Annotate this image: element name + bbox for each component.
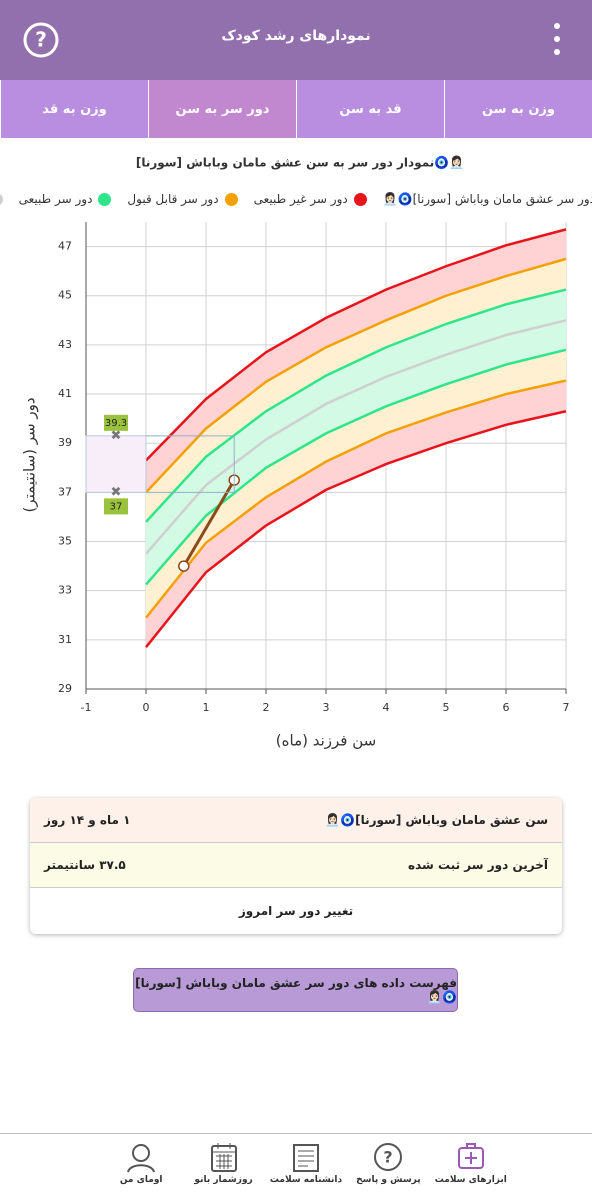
bottom-nav: ابزارهای سلامت? پرسش و پاسخ دانشنامه سلامت…	[0, 1133, 592, 1200]
range-marker: ✖	[111, 428, 122, 443]
range-marker: ✖	[111, 485, 122, 500]
x-tick-label: 0	[143, 701, 150, 714]
y-tick-label: 41	[58, 387, 72, 400]
range-box	[85, 435, 147, 493]
y-tick-label: 29	[58, 682, 72, 695]
band-line	[145, 379, 567, 619]
band-line	[145, 410, 567, 648]
x-tick-label: 7	[563, 701, 570, 714]
marker-label-bg	[104, 414, 128, 431]
nav-label: پرسش و پاسخ	[356, 1175, 421, 1185]
app-title: نمودارهای رشد کودک	[221, 28, 371, 44]
y-tick-label: 47	[58, 240, 72, 253]
child-line	[182, 479, 236, 567]
menu-icon[interactable]	[552, 20, 562, 60]
y-tick-label: 33	[58, 584, 72, 597]
nav-label: دانشنامه سلامت	[269, 1175, 343, 1185]
legend-label: دور سر قابل قبول	[127, 192, 219, 206]
list-button[interactable]: فهرست داده های دور سر عشق مامان وباباش […	[133, 968, 458, 1012]
nav-icon: ?	[374, 1143, 403, 1171]
band-line	[145, 348, 567, 586]
marker-label-bg	[104, 498, 128, 515]
band-line	[145, 228, 567, 462]
legend-label: دور سر عشق مامان وباباش [سورنا]🧿👩🏻‍💼	[382, 192, 592, 206]
mean-line	[145, 319, 567, 555]
x-tick-label: 5	[443, 701, 450, 714]
summary-card: سن عشق مامان وباباش [سورنا]🧿👩🏻‍💼 ۱ ماه و …	[30, 798, 562, 934]
change-button[interactable]: تغییر دور سر امروز	[30, 888, 562, 934]
x-tick-label: 3	[323, 701, 330, 714]
tab[interactable]: قد به سن	[296, 80, 444, 138]
y-tick-label: 31	[58, 633, 72, 646]
app-bar: ? نمودارهای رشد کودک	[0, 0, 592, 80]
svg-text:?: ?	[384, 1148, 393, 1167]
chart-title: نمودار دور سر به سن عشق مامان وباباش [سو…	[136, 156, 464, 171]
nav-icon	[292, 1144, 319, 1172]
y-tick-label: 45	[58, 289, 72, 302]
legend: دور سر عشق مامان وباباش [سورنا]🧿👩🏻‍💼 دور …	[0, 192, 592, 206]
y-tick-label: 37	[58, 485, 72, 498]
tab[interactable]: دور سر به سن	[148, 80, 296, 138]
legend-swatch	[224, 193, 238, 206]
nav-icon	[457, 1143, 484, 1169]
row-value: ۱ ماه و ۱۴ روز	[44, 813, 131, 827]
nav-label: روزشمار بانو	[194, 1175, 253, 1185]
y-tick-label: 35	[58, 535, 72, 548]
nav-icon	[210, 1143, 237, 1172]
legend-item: دور سر غیر طبیعی	[254, 192, 367, 206]
summary-row: آخرین دور سر ثبت شده ۳۷.۵ سانتیمتر	[30, 843, 562, 888]
legend-swatch	[98, 193, 112, 206]
marker-label: 37	[110, 501, 123, 512]
crosshair	[146, 435, 235, 493]
chart: نمودار دور سر به سن عشق مامان وباباش [سو…	[21, 156, 570, 750]
nav-item[interactable]: دانشنامه سلامت	[265, 1134, 347, 1200]
nav-label: اومای من	[119, 1175, 163, 1185]
svg-text:?: ?	[35, 28, 47, 52]
legend-item: دور سر میانگین	[0, 192, 3, 206]
legend-swatch	[353, 193, 367, 206]
child-point	[178, 560, 190, 572]
nav-item[interactable]: ? پرسش و پاسخ	[347, 1134, 429, 1200]
summary-row: سن عشق مامان وباباش [سورنا]🧿👩🏻‍💼 ۱ ماه و …	[30, 798, 562, 843]
nav-label: ابزارهای سلامت	[434, 1175, 507, 1185]
x-tick-label: 2	[263, 701, 270, 714]
nav-icon	[127, 1144, 156, 1173]
nav-item[interactable]: روزشمار بانو	[182, 1134, 264, 1200]
band-line	[145, 288, 567, 523]
x-axis-label: سن فرزند (ماه)	[276, 732, 376, 750]
band-fill	[146, 289, 566, 585]
legend-item: دور سر عشق مامان وباباش [سورنا]🧿👩🏻‍💼	[383, 192, 592, 206]
legend-item: دور سر طبیعی	[19, 192, 112, 206]
legend-label: دور سر طبیعی	[18, 192, 93, 206]
tab[interactable]: وزن به قد	[0, 80, 148, 138]
tab-bar: وزن به سن قد به سن دور سر به سن وزن به قد	[0, 80, 592, 138]
help-icon[interactable]: ?	[21, 20, 61, 60]
y-axis-label: دور سر (سانتیمتر)	[21, 397, 39, 512]
x-tick-label: 6	[503, 701, 510, 714]
x-tick-label: -1	[81, 701, 92, 714]
legend-swatch	[0, 193, 3, 206]
x-tick-label: 1	[203, 701, 210, 714]
y-tick-label: 39	[58, 436, 72, 449]
band-line	[145, 257, 567, 494]
nav-item[interactable]: اومای من	[100, 1134, 182, 1200]
row-value: ۳۷.۵ سانتیمتر	[44, 858, 126, 872]
nav-item[interactable]: ابزارهای سلامت	[430, 1134, 512, 1200]
row-label: سن عشق مامان وباباش [سورنا]🧿👩🏻‍💼	[325, 813, 548, 827]
legend-label: دور سر غیر طبیعی	[253, 192, 348, 206]
y-tick-label: 43	[58, 338, 72, 351]
row-label: آخرین دور سر ثبت شده	[408, 858, 548, 872]
marker-label: 39.3	[105, 418, 127, 429]
tab[interactable]: وزن به سن	[444, 80, 592, 138]
x-tick-label: 4	[383, 701, 390, 714]
legend-item: دور سر قابل قبول	[127, 192, 238, 206]
